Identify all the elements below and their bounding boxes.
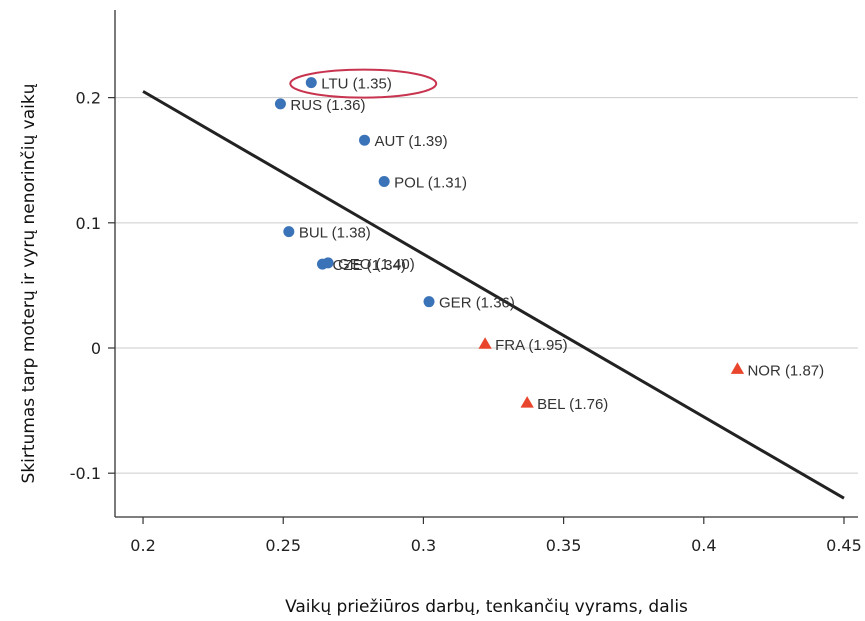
axes [108,10,858,524]
circle-point [322,257,334,269]
tick-labels: -0.1 0 0.1 0.2 0.2 0.25 0.3 0.35 0.4 0.45 [70,89,862,555]
point-label: NOR (1.87) [747,362,824,379]
y-tick-label: 0.2 [76,89,101,108]
point-label: CZE (1.34) [332,257,405,274]
fit-line-group [142,90,845,500]
point-label: GER (1.36) [439,295,515,312]
y-tick-label: -0.1 [70,464,101,483]
point-label: BEL (1.76) [537,396,608,413]
point-label: GEO (1.40) [338,256,415,273]
point-label: LTU (1.35) [321,76,392,93]
y-axis-title: Skirtumas tarp moterų ir vyrų nenorinčių… [19,83,39,483]
circle-point [359,134,371,146]
fit-line [142,90,845,500]
point-label: POL (1.31) [394,175,467,192]
grid-lines [115,97,858,474]
x-tick-label: 0.25 [265,536,301,555]
point-label: FRA (1.95) [495,337,568,354]
point-label: RUS (1.36) [290,97,365,114]
circle-point [423,296,435,308]
circle-point [283,226,295,238]
x-axis-title: Vaikų priežiūros darbų, tenkančių vyrams… [285,597,688,617]
triangle-point [730,362,745,374]
x-tick-label: 0.2 [130,536,155,555]
circle-point [305,77,317,89]
triangle-point [478,337,492,349]
y-tick-label: 0.1 [76,214,101,233]
highlight-ellipse [289,68,438,99]
circle-point [378,176,390,188]
x-tick-label: 0.4 [691,536,716,555]
data-points: LTU (1.35) RUS (1.36) AUT (1.39) POL (1.31)… [274,68,824,413]
x-tick-label: 0.35 [546,536,582,555]
point-label: AUT (1.39) [375,133,448,150]
point-label: BUL (1.38) [299,225,371,242]
y-tick-label: 0 [91,339,101,358]
circle-point [274,98,286,110]
x-tick-label: 0.45 [826,536,862,555]
x-tick-label: 0.3 [411,536,436,555]
triangle-point [520,396,534,408]
